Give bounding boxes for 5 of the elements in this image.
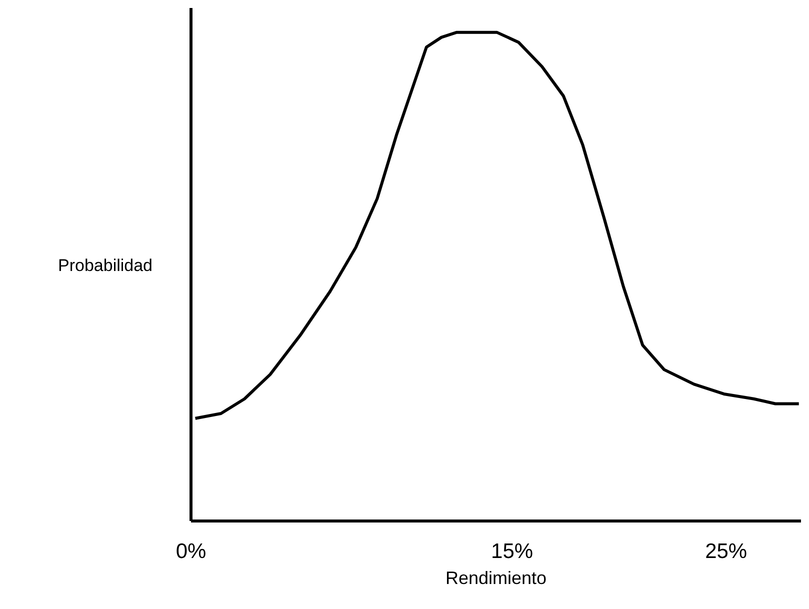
- x-axis-title: Rendimiento: [444, 568, 548, 589]
- y-axis-title: Probabilidad: [58, 256, 153, 276]
- x-tick-label: 15%: [491, 540, 534, 563]
- x-tick-label: 0%: [176, 540, 206, 563]
- x-tick-label: 25%: [705, 540, 748, 563]
